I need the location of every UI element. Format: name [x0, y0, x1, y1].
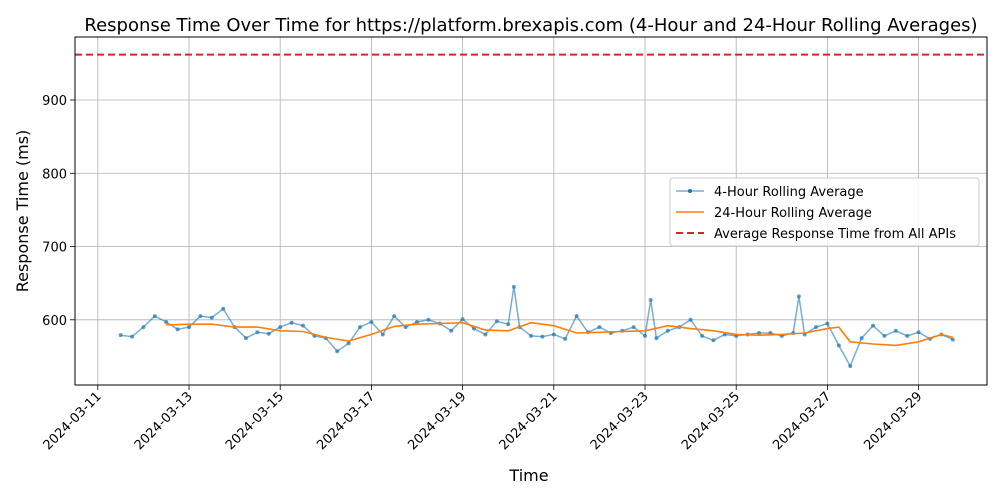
data-point-4-hour: [358, 325, 362, 329]
x-axis-label: Time: [508, 466, 548, 485]
y-axis-ticks: 600 700 800 900: [42, 94, 75, 329]
data-point-4-hour: [540, 335, 544, 339]
data-point-4-hour: [495, 319, 499, 323]
data-point-4-hour: [951, 338, 955, 342]
data-point-4-hour: [164, 320, 168, 324]
data-point-4-hour: [632, 325, 636, 329]
data-point-4-hour: [255, 330, 259, 334]
legend-label: Average Response Time from All APIs: [714, 227, 956, 242]
series-group: [119, 285, 955, 368]
data-point-4-hour: [837, 343, 841, 347]
x-tick-label: 2024-03-23: [588, 389, 652, 453]
y-tick-label: 900: [42, 94, 67, 109]
data-point-4-hour: [449, 329, 453, 333]
data-point-4-hour: [882, 334, 886, 338]
data-point-4-hour: [381, 332, 385, 336]
data-point-4-hour: [643, 334, 647, 338]
data-point-4-hour: [506, 322, 510, 326]
legend-swatch-marker: [688, 189, 692, 193]
legend-label: 4-Hour Rolling Average: [714, 185, 864, 200]
data-point-4-hour: [426, 318, 430, 322]
data-point-4-hour: [119, 333, 123, 337]
data-point-4-hour: [689, 318, 693, 322]
y-axis-label: Response Time (ms): [13, 130, 32, 293]
data-point-4-hour: [187, 325, 191, 329]
legend: 4-Hour Rolling Average 24-Hour Rolling Av…: [670, 178, 979, 246]
y-tick-label: 700: [42, 241, 67, 256]
data-point-4-hour: [335, 349, 339, 353]
data-point-4-hour: [210, 316, 214, 320]
data-point-4-hour: [347, 341, 351, 345]
legend-label: 24-Hour Rolling Average: [714, 206, 872, 221]
data-point-4-hour: [176, 327, 180, 331]
data-point-4-hour: [917, 330, 921, 334]
x-tick-label: 2024-03-13: [132, 389, 196, 453]
data-point-4-hour: [871, 324, 875, 328]
data-point-4-hour: [894, 329, 898, 333]
data-point-4-hour: [797, 294, 801, 298]
data-point-4-hour: [221, 307, 225, 311]
data-point-4-hour: [461, 317, 465, 321]
data-point-4-hour: [267, 332, 271, 336]
data-point-4-hour: [244, 336, 248, 340]
y-tick-label: 800: [42, 167, 67, 182]
y-tick-label: 600: [42, 314, 67, 329]
data-point-4-hour: [825, 321, 829, 325]
x-tick-label: 2024-03-21: [497, 389, 561, 453]
data-point-4-hour: [198, 314, 202, 318]
data-point-4-hour: [563, 337, 567, 341]
data-point-4-hour: [301, 324, 305, 328]
data-point-4-hour: [141, 325, 145, 329]
data-point-4-hour: [130, 335, 134, 339]
x-tick-label: 2024-03-11: [41, 389, 105, 453]
x-tick-label: 2024-03-15: [223, 389, 287, 453]
x-tick-label: 2024-03-27: [770, 389, 834, 453]
data-point-4-hour: [700, 334, 704, 338]
data-point-4-hour: [654, 336, 658, 340]
data-point-4-hour: [597, 325, 601, 329]
data-point-4-hour: [483, 332, 487, 336]
data-point-4-hour: [529, 334, 533, 338]
data-point-4-hour: [369, 320, 373, 324]
data-point-4-hour: [512, 285, 516, 289]
data-point-4-hour: [905, 334, 909, 338]
data-point-4-hour: [552, 332, 556, 336]
chart-title: Response Time Over Time for https://plat…: [84, 15, 977, 36]
data-point-4-hour: [153, 314, 157, 318]
data-point-4-hour: [649, 298, 653, 302]
x-tick-label: 2024-03-25: [679, 389, 743, 453]
x-axis-ticks: 2024-03-11 2024-03-13 2024-03-15 2024-03-17…: [41, 385, 926, 453]
data-point-4-hour: [392, 314, 396, 318]
data-point-4-hour: [575, 314, 579, 318]
x-tick-label: 2024-03-17: [314, 389, 378, 453]
x-tick-label: 2024-03-19: [405, 389, 469, 453]
x-tick-label: 2024-03-29: [861, 389, 925, 453]
data-point-4-hour: [848, 364, 852, 368]
data-point-4-hour: [860, 336, 864, 340]
data-point-4-hour: [278, 325, 282, 329]
legend-item-average: Average Response Time from All APIs: [676, 227, 956, 242]
data-point-4-hour: [814, 325, 818, 329]
data-point-4-hour: [711, 338, 715, 342]
data-point-4-hour: [666, 329, 670, 333]
data-point-4-hour: [290, 321, 294, 325]
